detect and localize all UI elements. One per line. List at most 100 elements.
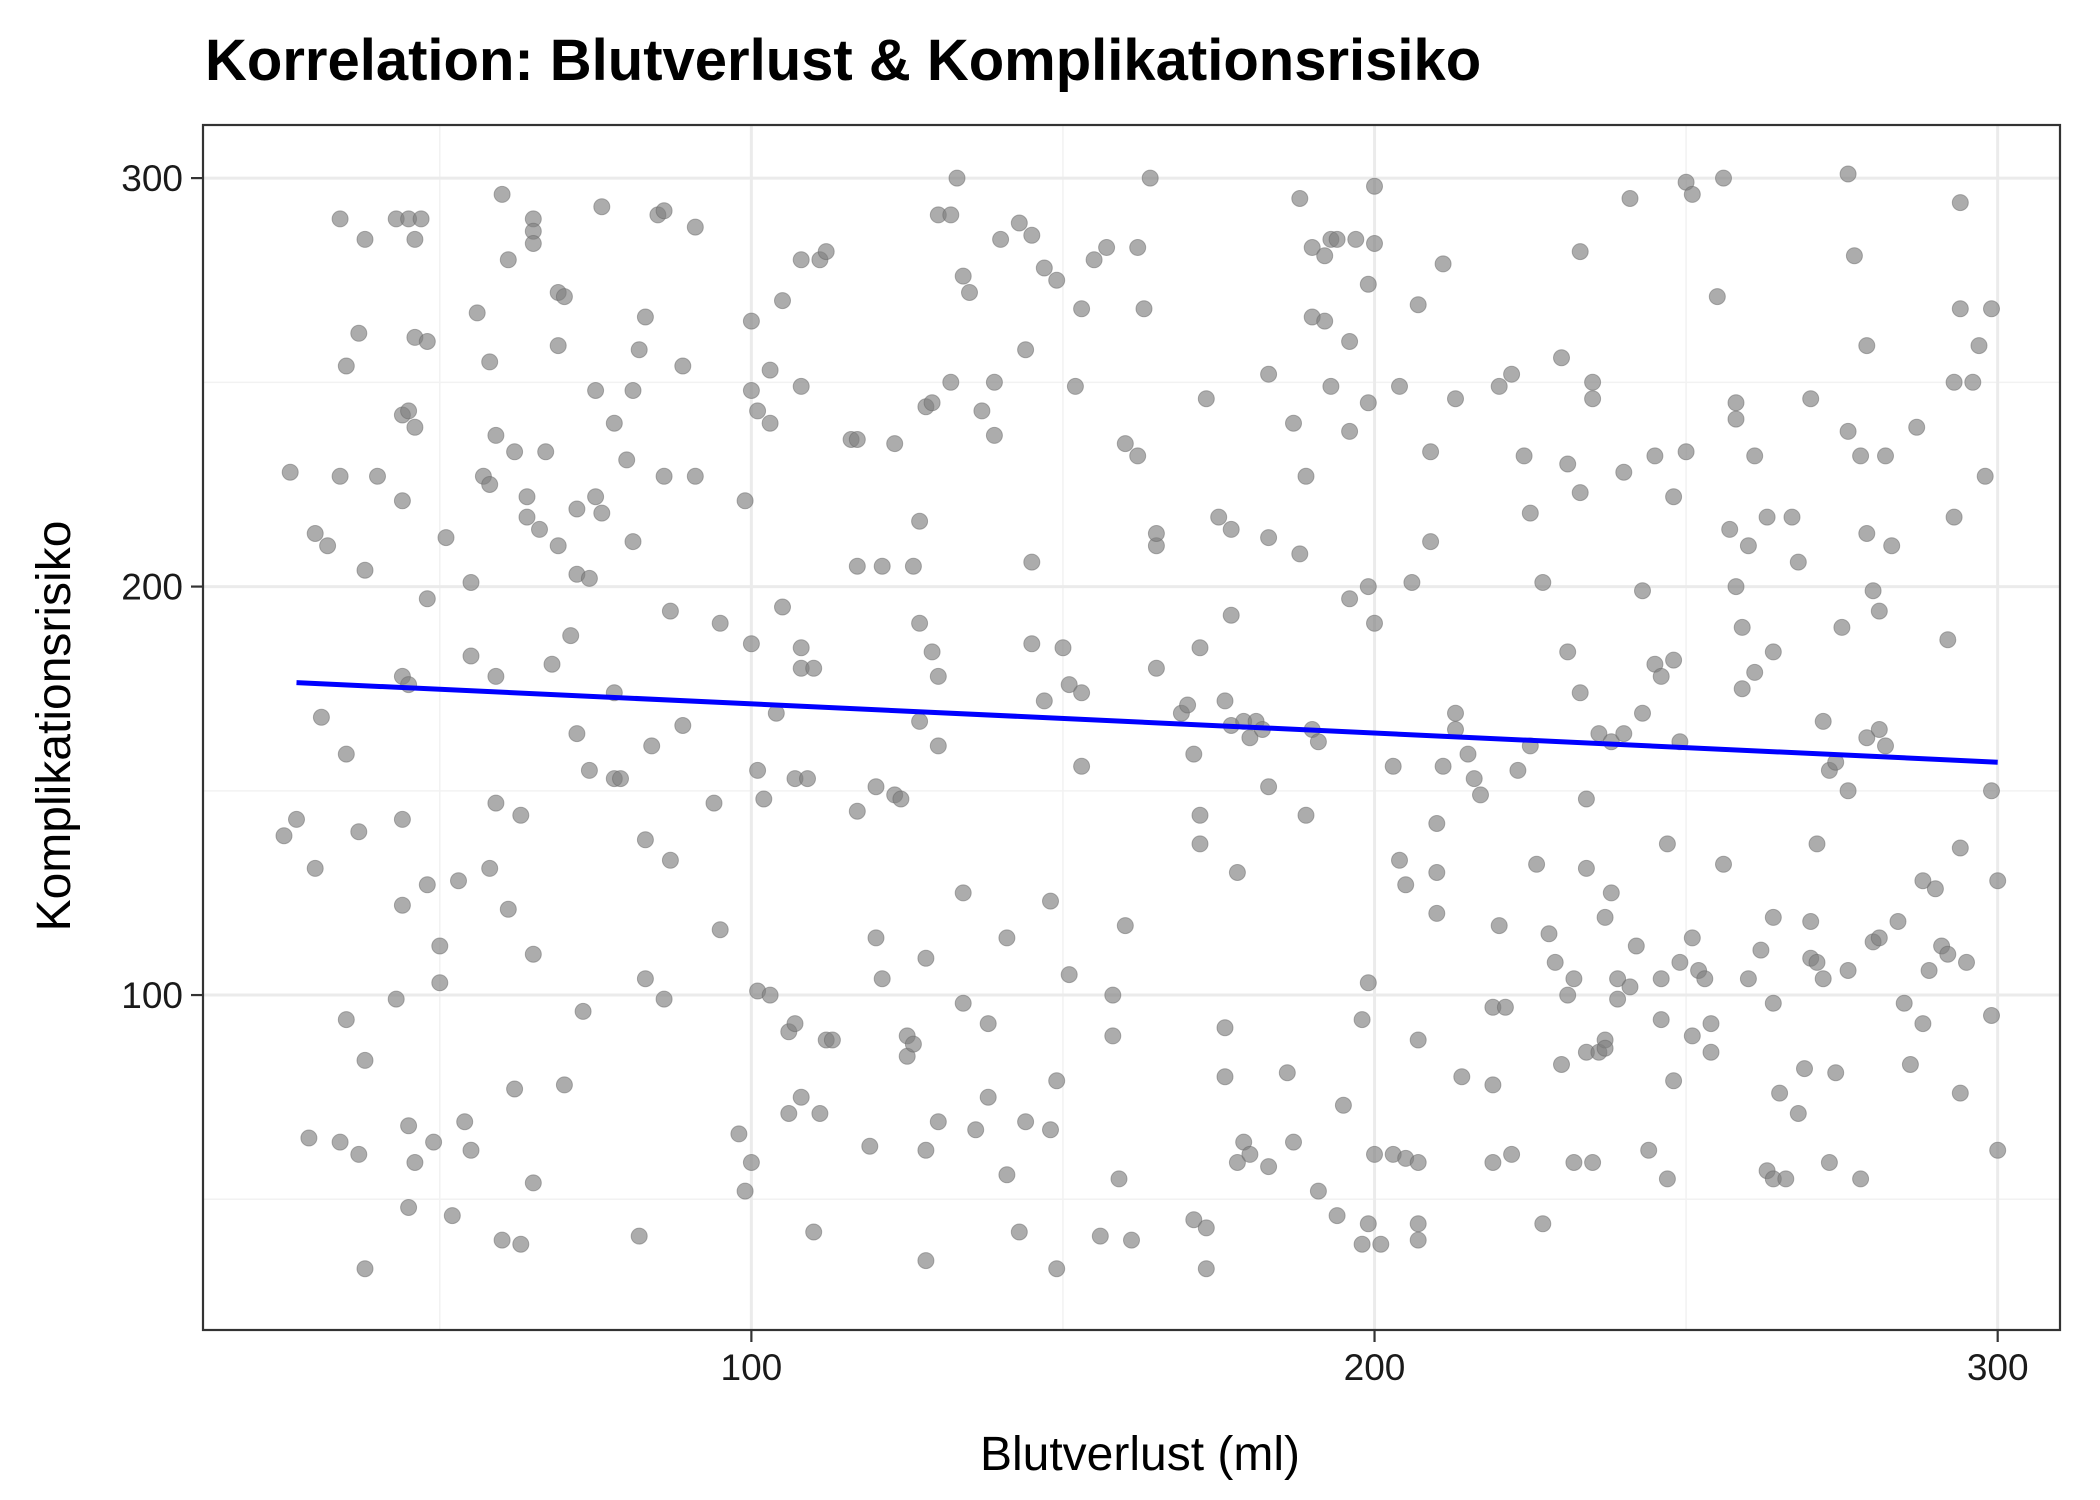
data-point [331,467,349,485]
data-point [1278,1064,1296,1082]
data-point [1465,770,1483,788]
data-point [1428,904,1446,922]
data-point [1652,667,1670,685]
data-point [350,324,368,342]
data-point [1839,165,1857,183]
data-point [1727,410,1745,428]
data-point [1503,365,1521,383]
data-point [998,929,1016,947]
data-point [1989,872,2007,890]
data-point [636,831,654,849]
data-point [1889,913,1907,930]
data-point [792,1088,810,1106]
data-point [636,970,654,988]
data-point [1870,721,1888,738]
data-point [1110,1170,1128,1188]
data-point [1546,953,1564,971]
data-point [1185,745,1203,763]
data-point [1353,1011,1371,1029]
data-point [1559,643,1577,661]
data-point [1983,300,2000,318]
data-point [1023,553,1041,571]
data-point [742,382,760,399]
data-point [655,202,673,220]
data-point [1341,422,1359,440]
data-point [661,602,679,620]
data-point [331,210,349,228]
data-point [985,373,1003,391]
data-point [1665,651,1683,669]
data-point [861,1137,879,1155]
data-point [742,635,760,653]
data-point [823,1031,841,1049]
data-point [742,312,760,330]
data-point [1565,970,1583,988]
data-point [636,308,654,326]
data-point [387,990,405,1008]
data-point [1945,373,1963,391]
data-point [979,1088,997,1106]
data-point [1983,782,2000,800]
data-point [630,341,648,359]
data-point [418,333,436,350]
data-point [1484,1154,1502,1171]
data-point [1091,1227,1109,1245]
data-point [1341,333,1359,350]
data-point [1260,529,1278,547]
data-point [1035,259,1053,277]
data-point [1228,1154,1246,1171]
data-point [1453,1068,1471,1086]
data-point [468,304,486,322]
data-point [1920,962,1938,979]
axis-ticks: 100 200 300 100 200 300 [121,158,2028,1388]
data-point [1839,782,1857,800]
data-point [917,949,935,967]
data-point [1409,1215,1427,1233]
data-point [350,1145,368,1163]
data-point [686,218,704,236]
data-point [1951,839,1969,857]
data-point [904,1035,922,1053]
data-point [1627,937,1645,955]
data-point [1359,974,1377,992]
data-point [848,802,866,820]
data-point [774,292,791,310]
data-point [736,1182,754,1200]
data-point [350,823,368,841]
data-point [1222,520,1240,538]
data-point [761,361,779,379]
y-tick-label: 100 [121,975,183,1016]
data-point [1764,908,1782,926]
data-point [1515,447,1533,465]
data-point [1197,1219,1215,1237]
data-point [356,561,374,579]
data-point [568,500,586,518]
data-point [892,790,910,808]
data-point [493,1231,511,1249]
data-point [306,859,324,877]
data-point [1802,390,1820,408]
data-point [780,1105,798,1122]
data-point [1260,778,1278,796]
data-point [369,467,386,485]
data-point [1665,488,1683,506]
data-point [973,402,991,420]
data-point [1085,251,1103,269]
data-point [1877,447,1894,465]
data-point [1104,986,1122,1004]
data-point [1391,851,1408,869]
data-point [1010,214,1028,232]
data-point [1901,1056,1919,1073]
data-point [792,251,810,269]
data-point [749,761,767,779]
data-point [1216,1068,1234,1086]
data-point [1042,1121,1059,1139]
data-point [1073,684,1091,702]
data-point [686,467,704,485]
data-point [1328,230,1346,248]
data-point [1316,247,1334,265]
data-point [1877,737,1894,755]
data-point [1540,925,1558,943]
data-point [1222,606,1240,624]
data-point [1503,1145,1521,1163]
